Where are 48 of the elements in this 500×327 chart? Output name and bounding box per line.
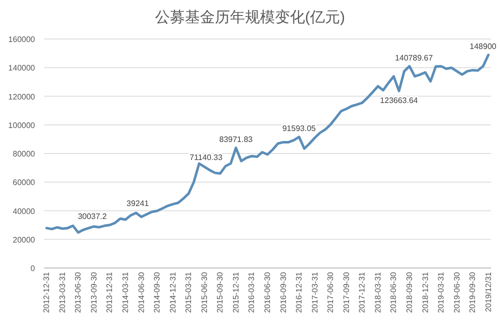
x-tick-label: 2014-03-31	[121, 271, 130, 313]
x-tick-label: 2018-06-30	[389, 271, 398, 313]
y-tick-label: 60000	[12, 178, 36, 188]
data-label: 140789.67	[394, 53, 434, 62]
x-tick-label: 2017-03-31	[310, 271, 320, 313]
x-tick-label: 2012-12-31	[42, 271, 52, 313]
x-tick-label: 2013-06-30	[74, 271, 83, 313]
x-tick-label: 2017-09-30	[342, 271, 351, 313]
y-tick-label: 100000	[8, 120, 36, 130]
x-tick-label: 2015-03-31	[184, 271, 194, 313]
x-tick-label: 2019-03-31	[436, 271, 446, 313]
data-label: 148900	[470, 42, 497, 51]
x-tick-label: 2019-06-30	[452, 271, 462, 313]
data-label: 71140.33	[190, 153, 223, 162]
x-tick-label: 2016-09-30	[278, 271, 288, 313]
y-tick-label: 140000	[8, 64, 36, 73]
x-tick-label: 2014-09-30	[152, 271, 162, 313]
x-tick-label: 2015-09-30	[216, 271, 225, 313]
data-label: 91593.05	[282, 124, 316, 133]
x-tick-label: 2014-06-30	[136, 271, 146, 313]
x-tick-label: 2016-12-31	[294, 271, 304, 313]
x-tick-label: 2018-09-30	[404, 271, 414, 313]
x-tick-label: 2016-06-30	[263, 271, 272, 313]
x-tick-label: 2013-12-31	[105, 271, 114, 313]
x-tick-label: 2015-12-31	[231, 271, 240, 313]
data-label: 30037.2	[78, 212, 108, 222]
data-label: 83971.83	[219, 134, 254, 144]
data-label: 123663.64	[380, 96, 418, 106]
x-tick-label: 2019/12/31	[484, 271, 493, 312]
x-tick-label: 2018-12-31	[420, 271, 430, 313]
y-tick-label: 40000	[12, 206, 36, 216]
x-tick-label: 2015-06-30	[200, 271, 209, 313]
x-tick-label: 2014-12-31	[168, 271, 178, 313]
x-tick-label: 2019-09-30	[468, 271, 478, 313]
x-tick-label: 2017-06-30	[326, 271, 336, 313]
data-label: 39241	[126, 198, 150, 208]
x-tick-label: 2016-03-31	[247, 271, 256, 313]
y-tick-label: 80000	[12, 150, 36, 158]
x-tick-label: 2018-03-31	[373, 271, 382, 313]
y-tick-label: 20000	[12, 235, 36, 244]
y-tick-label: 0	[30, 264, 36, 273]
x-tick-label: 2017-12-31	[358, 271, 367, 313]
chart-title: 公募基金历年规模变化(亿元)	[155, 9, 345, 26]
line-series	[45, 54, 490, 234]
x-tick-label: 2013-09-30	[89, 271, 98, 313]
y-tick-label: 120000	[8, 92, 36, 102]
x-tick-label: 2013-03-31	[58, 271, 67, 313]
y-tick-label: 160000	[8, 35, 36, 44]
